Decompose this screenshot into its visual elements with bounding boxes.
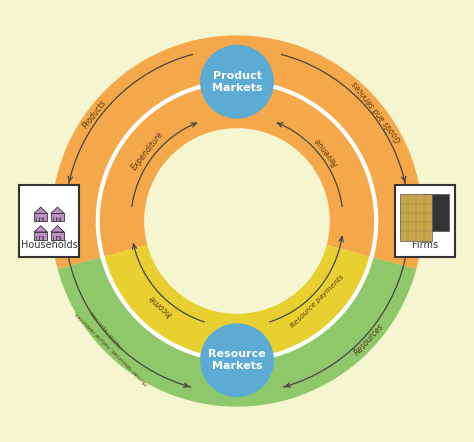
Text: Income: Income <box>147 293 174 319</box>
Text: Revenue: Revenue <box>313 135 341 167</box>
Text: Products: Products <box>82 98 109 130</box>
Text: Human resources, natural resources,: Human resources, natural resources, <box>73 309 148 385</box>
Bar <box>34 213 47 221</box>
Text: Goods and services: Goods and services <box>350 80 403 144</box>
Bar <box>34 232 47 240</box>
Text: Resource
Markets: Resource Markets <box>208 349 266 371</box>
Polygon shape <box>51 225 64 232</box>
Bar <box>56 236 59 240</box>
Bar <box>401 194 432 240</box>
Circle shape <box>201 324 273 396</box>
Bar <box>422 194 449 232</box>
Polygon shape <box>51 35 423 269</box>
Text: capital resources: capital resources <box>91 310 124 350</box>
Polygon shape <box>34 225 47 232</box>
Text: Expenditure: Expenditure <box>129 130 165 172</box>
Text: Resources: Resources <box>353 322 386 358</box>
Polygon shape <box>51 207 64 213</box>
Polygon shape <box>102 245 372 360</box>
Bar <box>39 218 42 221</box>
Text: Households: Households <box>21 240 78 249</box>
Bar <box>51 232 64 240</box>
Text: Product
Markets: Product Markets <box>212 71 262 93</box>
Polygon shape <box>58 257 416 407</box>
FancyBboxPatch shape <box>19 184 79 257</box>
Bar <box>51 213 64 221</box>
Bar <box>56 218 59 221</box>
Text: Resource payments: Resource payments <box>290 274 346 329</box>
Bar <box>39 236 42 240</box>
Polygon shape <box>34 207 47 213</box>
Circle shape <box>201 46 273 118</box>
Text: Firms: Firms <box>412 240 438 249</box>
FancyBboxPatch shape <box>395 184 455 257</box>
